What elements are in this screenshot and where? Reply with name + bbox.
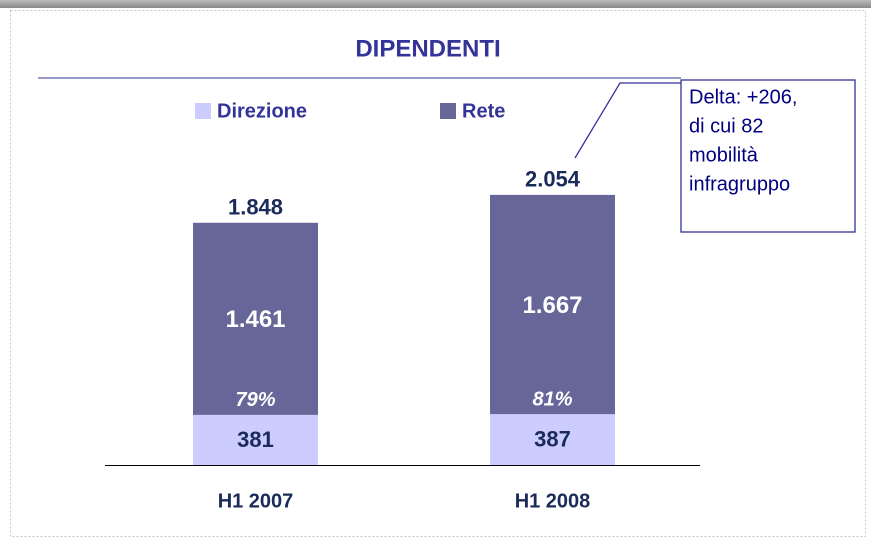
value-label: 1.461 — [225, 306, 285, 333]
callout-text: mobilità — [689, 144, 759, 166]
callout-text: infragruppo — [689, 173, 790, 195]
bar-segment — [193, 222, 318, 415]
chart-title: DIPENDENTI — [355, 35, 500, 62]
total-label: 1.848 — [228, 195, 283, 220]
top-bar — [0, 0, 871, 8]
callout-box — [680, 79, 856, 233]
x-tick-label: H1 2007 — [218, 490, 294, 512]
bar-segment — [490, 414, 615, 465]
legend-swatch — [440, 103, 456, 119]
bar-segment — [193, 414, 318, 465]
legend-label: Direzione — [217, 100, 307, 122]
callout-text: di cui 82 — [689, 115, 764, 137]
total-label: 2.054 — [525, 167, 581, 192]
bar-segment — [490, 194, 615, 415]
value-label: 1.667 — [522, 292, 582, 319]
frame — [10, 10, 866, 537]
value-label: 381 — [237, 427, 274, 452]
callout-text: Delta: +206, — [689, 86, 797, 108]
share-label: 79% — [235, 389, 275, 411]
x-tick-label: H1 2008 — [515, 490, 591, 512]
share-label: 81% — [532, 388, 572, 410]
callout-connector — [574, 82, 681, 159]
legend-swatch — [195, 103, 211, 119]
value-label: 387 — [534, 426, 571, 451]
legend-label: Rete — [462, 100, 505, 122]
